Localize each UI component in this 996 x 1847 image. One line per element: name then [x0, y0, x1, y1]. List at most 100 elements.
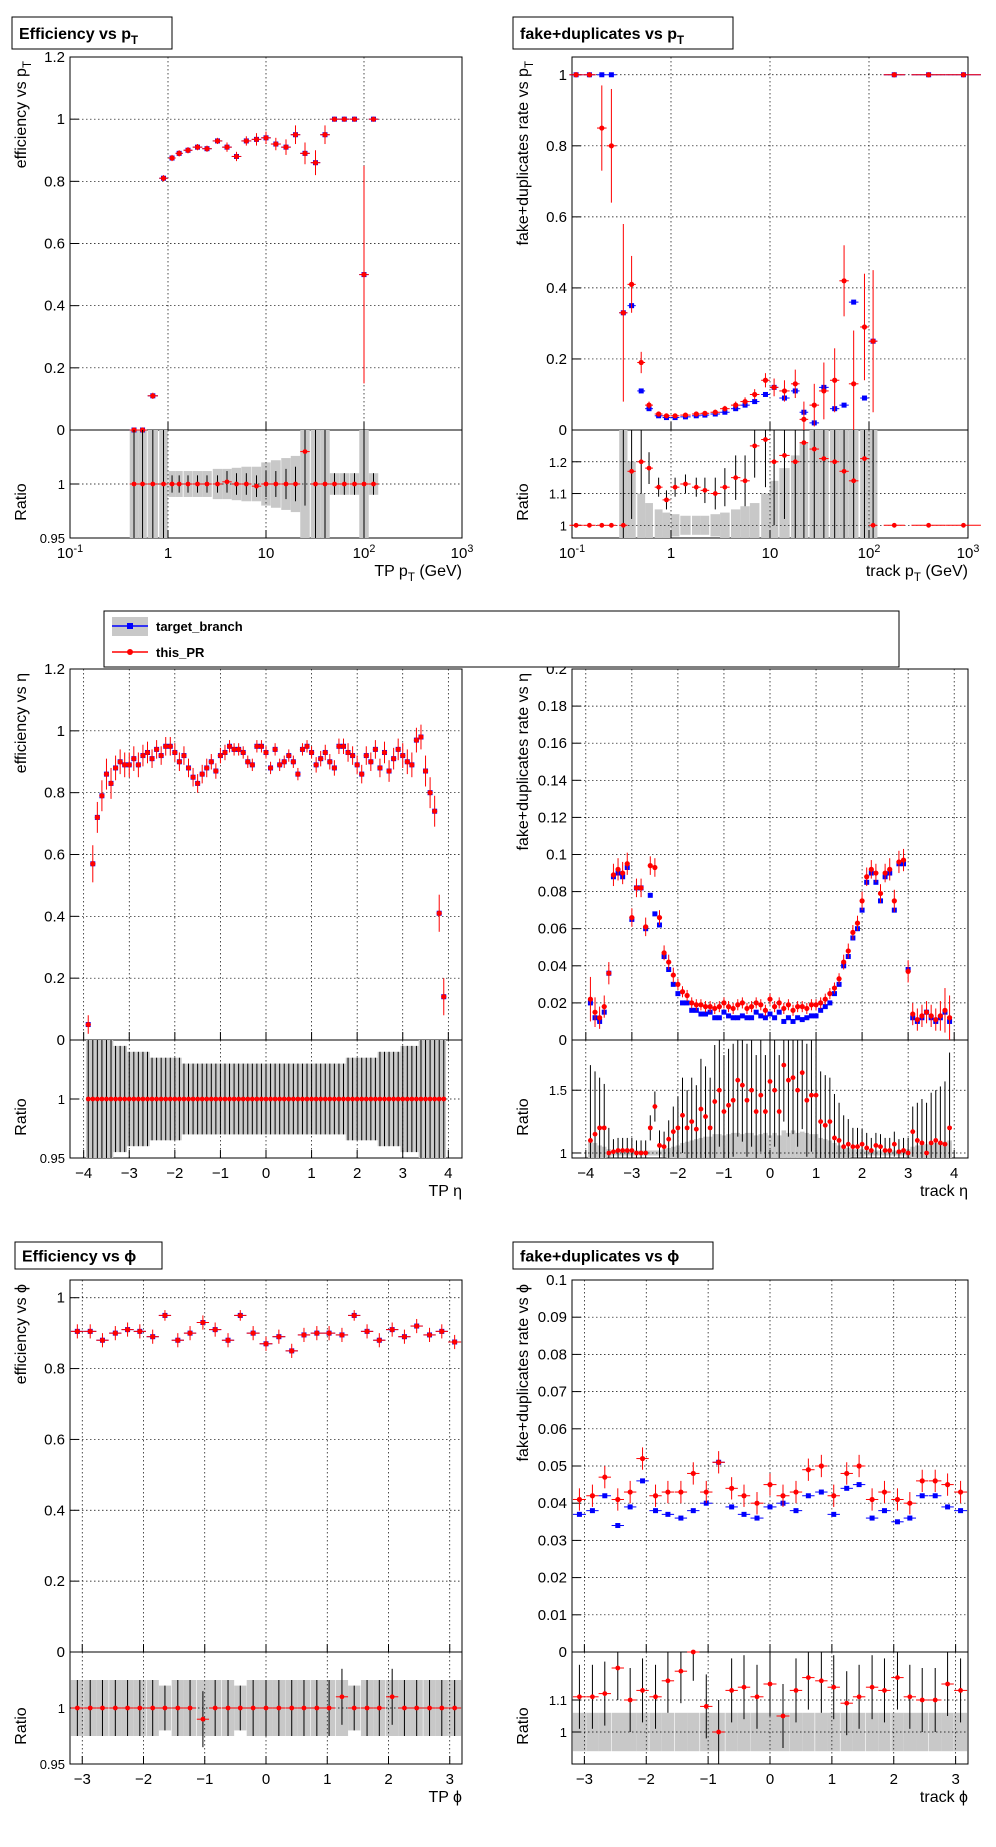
- pr-point: [845, 948, 851, 954]
- ratio-point: [276, 1705, 282, 1711]
- pr-point: [656, 411, 662, 417]
- label-text: fake+duplicates vs p: [520, 26, 677, 43]
- ratio-point: [665, 1678, 671, 1684]
- pr-point: [793, 1489, 799, 1495]
- y-tick-label: 0.8: [546, 138, 567, 155]
- ratio-point: [322, 481, 328, 487]
- pr-point: [301, 1332, 307, 1338]
- pr-point: [586, 72, 593, 78]
- pr-point: [615, 1496, 621, 1503]
- pr-point: [919, 1013, 925, 1019]
- pr-point: [944, 1482, 951, 1488]
- pr-point: [735, 1002, 741, 1008]
- pr-point: [176, 759, 182, 765]
- ratio-point: [587, 522, 592, 528]
- ratio-point: [301, 1705, 307, 1711]
- ratio-point: [243, 481, 249, 487]
- ratio-point: [263, 1705, 269, 1711]
- ratio-point: [678, 1668, 684, 1674]
- x-tick-label: 103​: [451, 543, 474, 562]
- ratio-point: [790, 1075, 796, 1081]
- ratio-axis-label: Ratio: [13, 1707, 30, 1744]
- chart-title-box: [14, 1241, 163, 1270]
- y-tick-label: 0.8: [44, 173, 65, 190]
- ratio-point: [804, 1097, 810, 1103]
- x-tick-label: −4: [75, 1165, 92, 1182]
- pr-point: [744, 1005, 750, 1012]
- label-text: TP η: [429, 1183, 463, 1200]
- label-text: 0: [262, 1771, 270, 1788]
- ratio-point: [602, 1691, 608, 1696]
- pr-point: [629, 914, 635, 921]
- pr-point: [741, 1493, 747, 1499]
- pr-point: [690, 1470, 696, 1477]
- pr-point: [341, 116, 347, 122]
- ratio-point: [231, 1096, 237, 1102]
- y-tick-label: 0.8: [44, 785, 65, 802]
- ratio-point: [615, 1665, 621, 1671]
- ratio-point: [352, 481, 357, 487]
- pr-point: [937, 1013, 943, 1019]
- ratio-point: [161, 481, 166, 487]
- pr-point: [381, 749, 388, 756]
- x-tick-label: 1: [812, 1165, 820, 1182]
- label-text: 0.01: [538, 1607, 567, 1624]
- target-point: [818, 1489, 824, 1495]
- label-text: Ratio: [515, 1707, 532, 1744]
- pr-point: [859, 898, 865, 904]
- pr-point: [905, 968, 911, 974]
- ratio-point: [870, 522, 876, 528]
- pr-point: [176, 150, 182, 156]
- label-text: Ratio: [515, 1098, 532, 1135]
- label-text: −3: [74, 1771, 91, 1788]
- y-tick-label: 0.09: [538, 1309, 567, 1326]
- pr-point: [163, 743, 169, 749]
- ratio-point: [99, 1096, 105, 1102]
- ratio-point: [377, 1096, 383, 1102]
- target-point: [744, 1015, 750, 1021]
- ratio-point: [744, 1097, 750, 1103]
- pr-point: [426, 1332, 433, 1338]
- target-point: [739, 1013, 745, 1019]
- ratio-point: [597, 1125, 603, 1131]
- ratio-band: [637, 493, 646, 538]
- target-point: [785, 1015, 791, 1021]
- pr-point: [610, 872, 617, 878]
- ratio-point: [762, 1109, 768, 1114]
- pr-point: [172, 749, 178, 756]
- label-text: fake+duplicates rate vs ϕ: [515, 1284, 532, 1462]
- pr-point: [117, 759, 123, 765]
- target-point: [689, 1007, 695, 1013]
- label-text: TP p: [374, 563, 408, 580]
- ratio-band: [730, 509, 741, 538]
- ratio-point: [850, 1144, 856, 1150]
- ratio-point: [754, 1694, 760, 1700]
- ratio-point: [772, 1087, 778, 1093]
- ratio-point: [414, 1705, 420, 1711]
- ratio-point: [818, 1678, 824, 1684]
- pr-point: [693, 411, 699, 417]
- ratio-point: [181, 1096, 187, 1102]
- ratio-point: [634, 1150, 639, 1156]
- label-text: 1: [828, 1771, 836, 1788]
- pr-point: [643, 924, 649, 930]
- ratio-point: [186, 1096, 191, 1102]
- y-tick-label: 0.04: [538, 958, 567, 975]
- target-point: [722, 409, 728, 415]
- ratio-point: [404, 1096, 410, 1102]
- pr-point: [212, 1327, 218, 1333]
- ratio-point: [792, 459, 798, 465]
- pr-point: [821, 388, 827, 394]
- ratio-point: [782, 453, 787, 458]
- label-text: 2: [384, 1771, 392, 1788]
- ratio-point: [361, 481, 367, 487]
- ratio-point: [395, 1096, 401, 1102]
- pr-point: [160, 175, 167, 181]
- ratio-point: [914, 1138, 920, 1143]
- ratio-band: [781, 1130, 787, 1158]
- pr-point: [376, 1337, 382, 1343]
- ratio-point: [841, 468, 847, 474]
- target-point: [790, 1018, 796, 1024]
- ratio-point: [845, 1141, 851, 1147]
- ratio-point: [703, 1114, 708, 1119]
